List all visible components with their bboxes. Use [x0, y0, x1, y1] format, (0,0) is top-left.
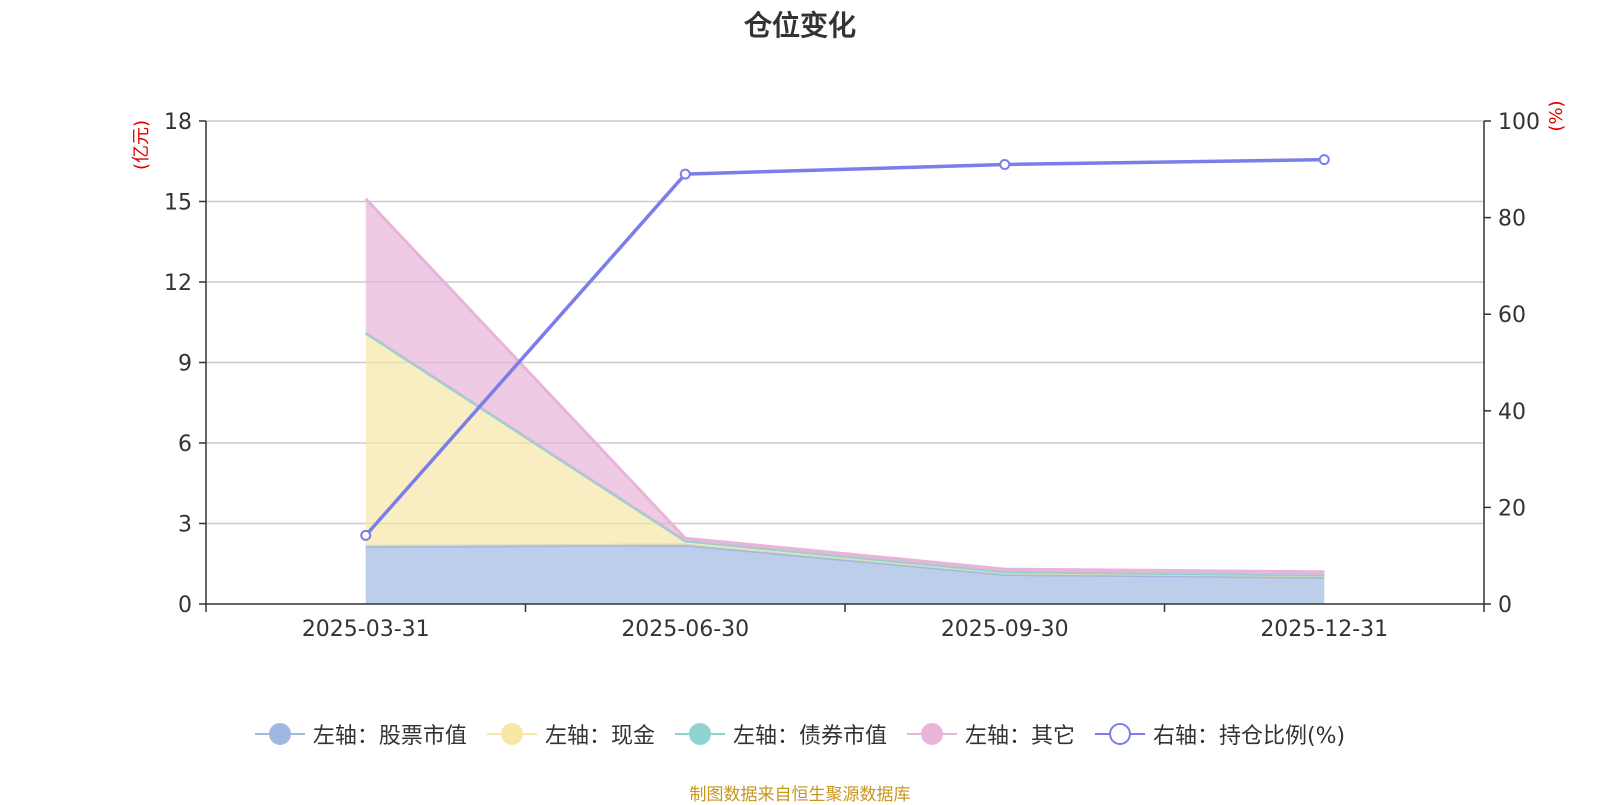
left-axis-tick-label: 15	[164, 191, 192, 216]
area-series-edge	[364, 197, 1325, 574]
legend-label: 左轴：债券市值	[732, 724, 887, 749]
legend: 左轴：股票市值 左轴：现金 左轴：债券市值 左轴：其它 右轴：持仓比例(%)	[0, 718, 1600, 750]
legend-item[interactable]: 左轴：现金	[486, 718, 655, 750]
ratio-line-series	[360, 154, 1330, 541]
legend-label: 右轴：持仓比例(%)	[1152, 724, 1346, 749]
legend-item[interactable]: 右轴：持仓比例(%)	[1094, 718, 1346, 750]
legend-marker-icon	[906, 723, 957, 745]
x-axis-tick-label: 2025-09-30	[941, 617, 1069, 642]
area-series	[365, 544, 1325, 604]
right-axis-unit-label: (%)	[1546, 100, 1567, 131]
x-axis-tick-label: 2025-12-31	[1260, 617, 1388, 642]
legend-label: 左轴：现金	[544, 724, 655, 749]
left-axis-tick-label: 9	[178, 352, 192, 377]
ratio-point	[360, 529, 372, 541]
legend-label: 左轴：股票市值	[312, 724, 467, 749]
legend-marker-icon	[1094, 723, 1145, 745]
legend-item[interactable]: 左轴：其它	[906, 718, 1075, 750]
stacked-areas	[364, 197, 1325, 604]
axes: 0 3 6 9 12 15 18 0 20 40 60 80 100 2025-03-31 2025-06-…	[164, 110, 1540, 642]
right-axis-tick-label: 80	[1498, 207, 1526, 232]
legend-marker-icon	[486, 723, 537, 745]
legend-item[interactable]: 左轴：股票市值	[254, 718, 467, 750]
area-series	[365, 198, 1325, 576]
ratio-point	[1318, 154, 1330, 166]
ratio-line	[364, 157, 1325, 537]
right-axis-tick-label: 20	[1498, 496, 1526, 521]
legend-marker-icon	[674, 723, 725, 745]
left-axis-tick-label: 0	[178, 593, 192, 618]
left-axis-tick-label: 18	[164, 110, 192, 135]
ratio-point	[679, 168, 691, 180]
right-axis-tick-label: 60	[1498, 303, 1526, 328]
ratio-point	[999, 158, 1011, 170]
legend-marker-icon	[254, 723, 305, 745]
x-axis-tick-label: 2025-06-30	[621, 617, 749, 642]
chart-title: 仓位变化	[743, 9, 856, 42]
left-axis-tick-label: 12	[164, 271, 192, 296]
right-axis-tick-label: 40	[1498, 400, 1526, 425]
legend-item[interactable]: 左轴：债券市值	[674, 718, 887, 750]
left-axis-tick-label: 3	[178, 513, 192, 538]
source-note: 制图数据来自恒生聚源数据库	[689, 785, 911, 805]
right-axis-tick-label: 0	[1498, 593, 1512, 618]
x-axis-tick-label: 2025-03-31	[302, 617, 430, 642]
right-axis-tick-label: 100	[1498, 110, 1540, 135]
area-series	[365, 332, 1325, 578]
legend-label: 左轴：其它	[964, 724, 1075, 749]
left-axis-tick-label: 6	[178, 432, 192, 457]
left-axis-unit-label: (亿元)	[131, 120, 152, 170]
